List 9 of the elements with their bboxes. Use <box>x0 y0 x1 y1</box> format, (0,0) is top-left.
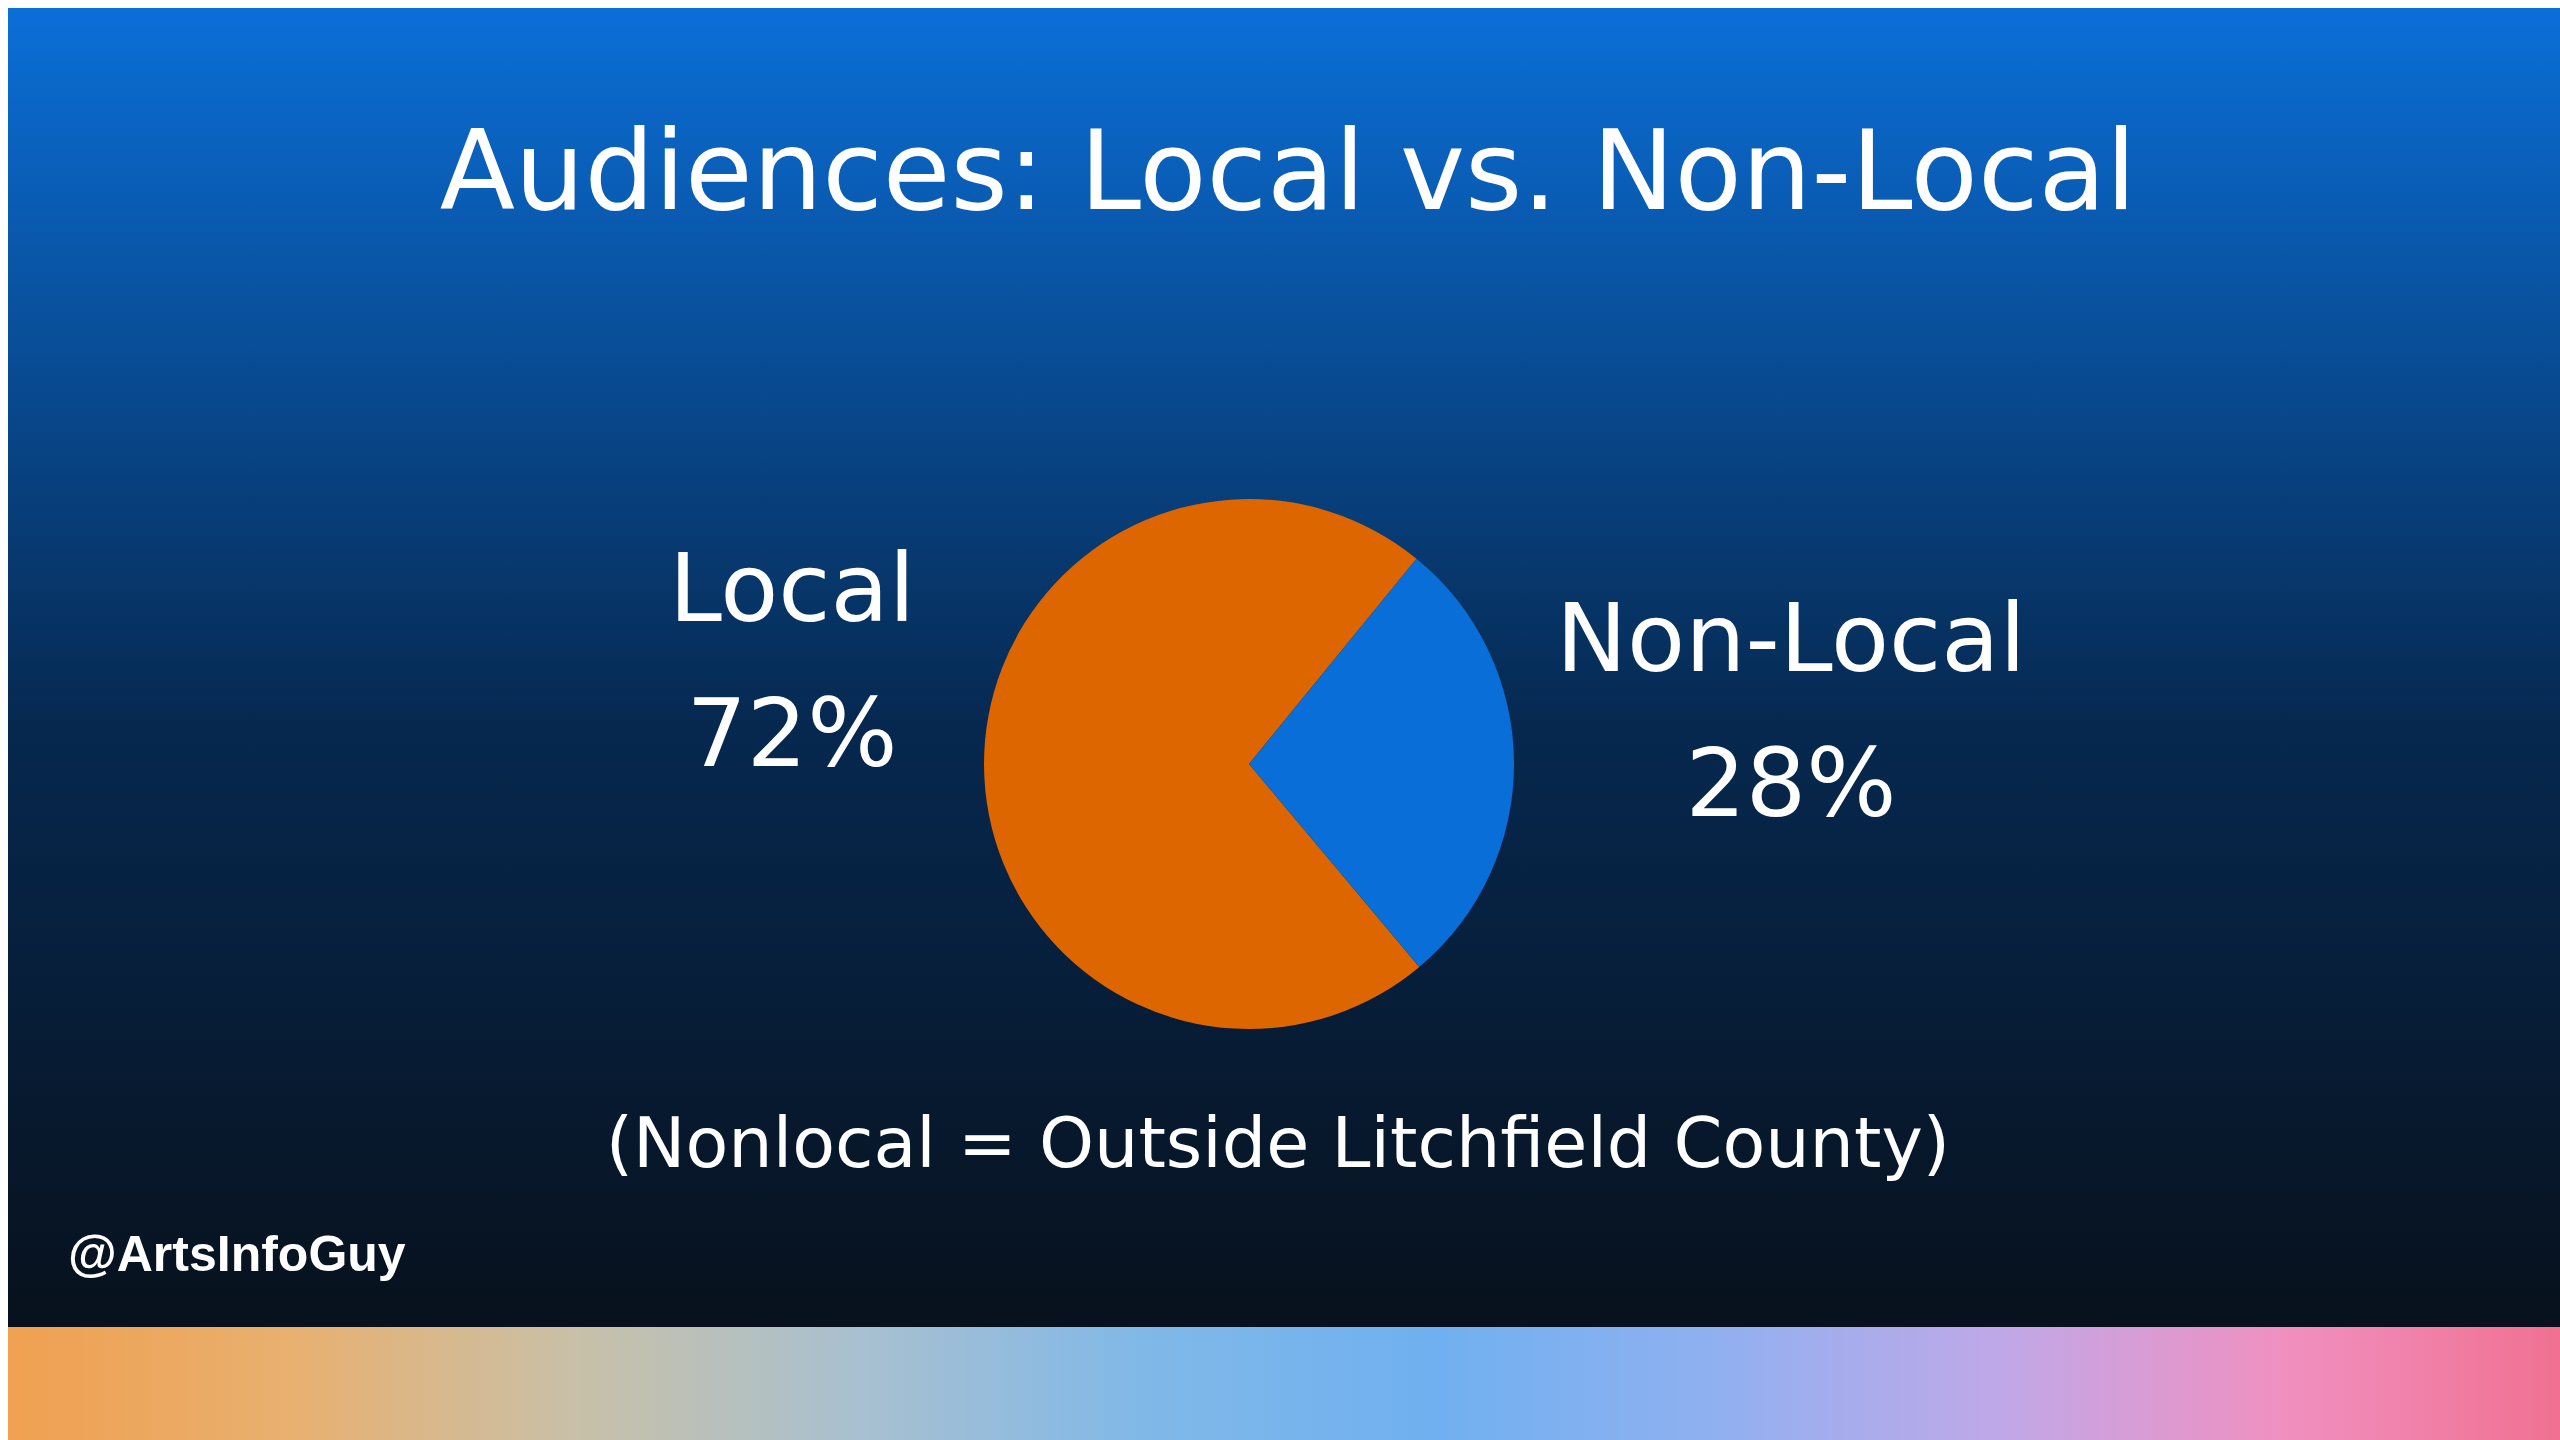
pie-slice <box>984 499 1420 1029</box>
slice-label: Non-Local <box>1556 583 2026 693</box>
data-label: 72% <box>686 678 898 788</box>
text: (Nonlocal = Outside Litchfield County) <box>605 1102 1951 1184</box>
slice-label: Local <box>668 533 916 643</box>
pie-slice <box>1249 558 1514 967</box>
data-label: 28% <box>1685 728 1897 838</box>
chart-title: Audiences: Local vs. Non-Local <box>439 107 2137 235</box>
text: @ArtsInfoGuy <box>68 1226 406 1282</box>
